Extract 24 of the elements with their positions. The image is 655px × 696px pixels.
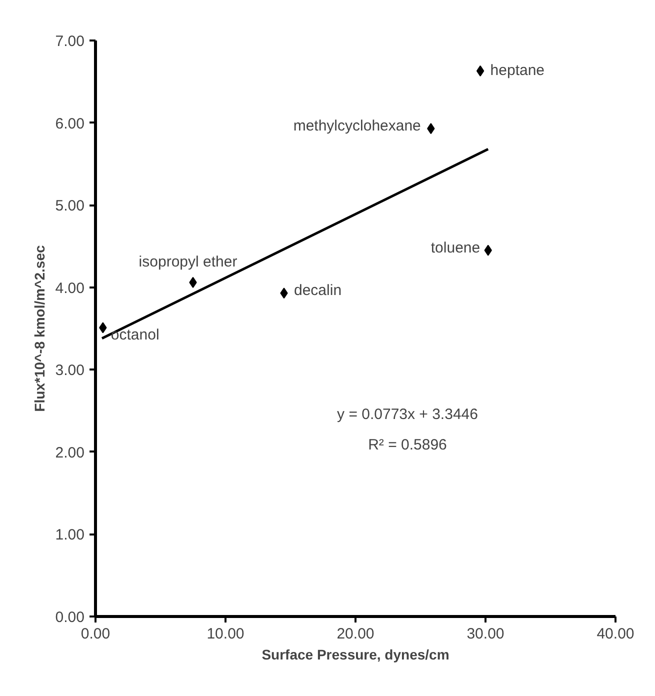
y-tick-label: 1.00 — [55, 526, 85, 544]
annotation: decalin — [294, 282, 342, 300]
annotation: y = 0.0773x + 3.3446 — [337, 406, 478, 424]
annotation: toluene — [430, 239, 480, 256]
x-axis-title: Surface Pressure, dynes/cm — [262, 646, 450, 662]
y-tick-label: 0.00 — [55, 609, 85, 626]
y-tick-label: 3.00 — [55, 362, 85, 380]
x-tick-label: 30.00 — [466, 626, 504, 642]
y-tick-label: 7.00 — [55, 33, 85, 50]
point — [476, 65, 484, 76]
y-tick-label: 4.00 — [55, 280, 85, 297]
y-tick-label: 2.00 — [55, 444, 85, 462]
annotation: methylcyclohexane — [293, 118, 421, 135]
x-tick-label: 10.00 — [206, 626, 244, 642]
y-tick-label: 5.00 — [55, 198, 85, 215]
x-tick-label: 40.00 — [596, 626, 634, 642]
x-tick-label: 20.00 — [336, 626, 374, 642]
y-tick-label: 6.00 — [55, 115, 85, 132]
x-tick-label: 0.00 — [80, 626, 110, 642]
annotation: octanol — [110, 326, 160, 344]
annotation: R² = 0.5896 — [368, 436, 447, 454]
y-axis-title: Flux*10^-8 kmol/m^2.sec — [31, 245, 48, 412]
annotation: heptane — [490, 62, 545, 79]
annotation: isopropyl ether — [138, 253, 238, 270]
